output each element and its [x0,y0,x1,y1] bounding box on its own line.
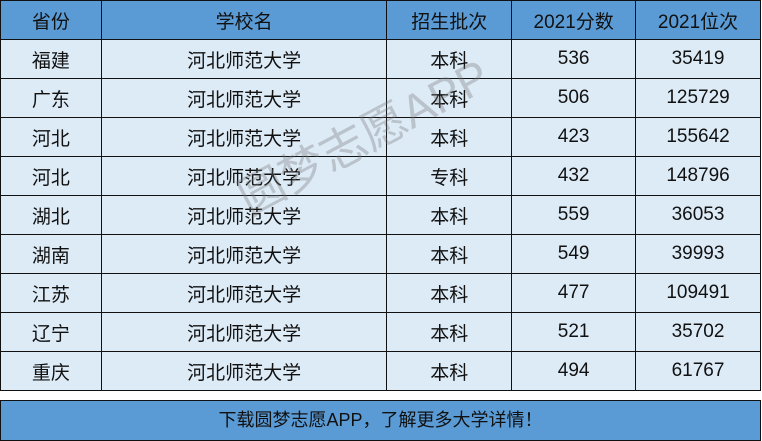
cell-rank: 109491 [635,273,761,313]
cell-batch: 本科 [386,78,513,118]
cell-school: 河北师范大学 [100,39,388,79]
cell-province: 福建 [0,39,102,79]
table-row: 广东 河北师范大学 本科 506 125729 [0,78,761,118]
cell-province: 湖南 [0,234,102,274]
cell-province: 江苏 [0,273,102,313]
cell-rank: 125729 [635,78,761,118]
cell-score: 494 [511,351,637,391]
cell-rank: 155642 [635,117,761,157]
cell-batch: 本科 [386,39,513,79]
table-row: 湖南 河北师范大学 本科 549 39993 [0,234,761,274]
cell-school: 河北师范大学 [100,234,388,274]
cell-rank: 35702 [635,312,761,352]
cell-province: 河北 [0,156,102,196]
cell-score: 477 [511,273,637,313]
cell-rank: 36053 [635,195,761,235]
cell-school: 河北师范大学 [100,117,388,157]
cell-batch: 本科 [386,273,513,313]
cell-batch: 专科 [386,156,513,196]
cell-rank: 35419 [635,39,761,79]
cell-province: 重庆 [0,351,102,391]
cell-batch: 本科 [386,234,513,274]
table-row: 重庆 河北师范大学 本科 494 61767 [0,351,761,391]
cell-rank: 39993 [635,234,761,274]
table-row: 福建 河北师范大学 本科 536 35419 [0,39,761,79]
cell-school: 河北师范大学 [100,156,388,196]
table-row: 湖北 河北师范大学 本科 559 36053 [0,195,761,235]
cell-province: 辽宁 [0,312,102,352]
table-row: 河北 河北师范大学 专科 432 148796 [0,156,761,196]
cell-school: 河北师范大学 [100,195,388,235]
footer-banner: 下载圆梦志愿APP，了解更多大学详情！ [0,400,761,441]
cell-province: 湖北 [0,195,102,235]
table-row: 辽宁 河北师范大学 本科 521 35702 [0,312,761,352]
cell-score: 506 [511,78,637,118]
cell-rank: 61767 [635,351,761,391]
cell-batch: 本科 [386,117,513,157]
cell-batch: 本科 [386,312,513,352]
table-row: 河北 河北师范大学 本科 423 155642 [0,117,761,157]
cell-score: 559 [511,195,637,235]
cell-batch: 本科 [386,351,513,391]
cell-score: 432 [511,156,637,196]
cell-province: 广东 [0,78,102,118]
cell-score: 549 [511,234,637,274]
cell-school: 河北师范大学 [100,78,388,118]
admission-table: 省份 学校名 招生批次 2021分数 2021位次 福建 河北师范大学 本科 536 3… [0,0,761,391]
header-province: 省份 [0,0,102,40]
cell-school: 河北师范大学 [100,312,388,352]
table-row: 江苏 河北师范大学 本科 477 109491 [0,273,761,313]
cell-province: 河北 [0,117,102,157]
cell-score: 423 [511,117,637,157]
cell-rank: 148796 [635,156,761,196]
cell-score: 521 [511,312,637,352]
cell-batch: 本科 [386,195,513,235]
header-batch: 招生批次 [386,0,513,40]
header-row: 省份 学校名 招生批次 2021分数 2021位次 [0,0,761,40]
cell-school: 河北师范大学 [100,273,388,313]
cell-school: 河北师范大学 [100,351,388,391]
header-school: 学校名 [100,0,388,40]
header-rank: 2021位次 [635,0,761,40]
header-score: 2021分数 [511,0,637,40]
cell-score: 536 [511,39,637,79]
